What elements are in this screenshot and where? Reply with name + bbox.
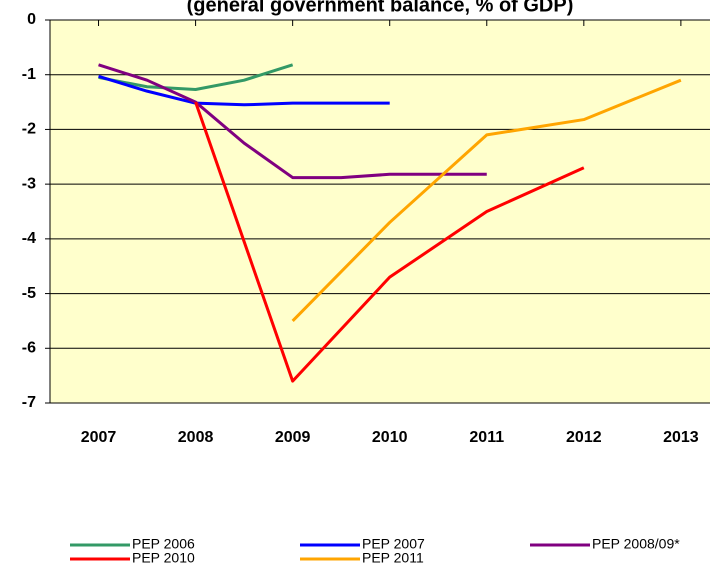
y-tick-label: -6: [22, 340, 36, 357]
x-tick-label: 2009: [275, 429, 311, 446]
legend-label: PEP 2006: [132, 536, 195, 552]
y-tick-label: 0: [27, 11, 36, 28]
y-tick-label: -2: [22, 121, 36, 138]
y-tick-label: -7: [22, 394, 36, 411]
legend-label: PEP 2010: [132, 550, 195, 566]
y-tick-label: -4: [22, 230, 36, 247]
series-line: [98, 63, 487, 180]
series-line: [98, 63, 294, 91]
legend-label: PEP 2011: [362, 550, 424, 566]
x-tick-label: 2008: [178, 429, 214, 446]
series-line: [194, 101, 585, 383]
y-tick-label: -5: [22, 285, 36, 302]
x-tick-label: 2011: [469, 429, 504, 446]
x-tick-label: 2007: [81, 429, 117, 446]
series-line: [98, 74, 390, 107]
x-tick-label: 2010: [372, 429, 408, 446]
plot-area: [50, 20, 710, 403]
legend-label: PEP 2007: [362, 536, 425, 552]
legend-label: PEP 2008/09*: [592, 536, 680, 552]
series-line: [291, 78, 682, 322]
y-tick-label: -3: [22, 175, 36, 192]
x-tick-label: 2012: [566, 429, 602, 446]
x-tick-label: 2013: [663, 429, 699, 446]
chart-title: (general government balance, % of GDP): [187, 0, 574, 16]
y-tick-label: -1: [22, 66, 36, 83]
